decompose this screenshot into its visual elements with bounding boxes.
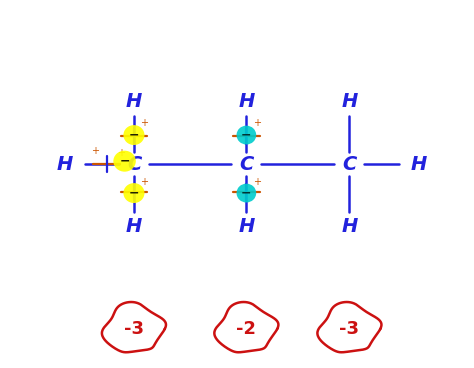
Text: H: H [126,217,142,236]
Text: +: + [91,146,99,156]
Text: H: H [341,92,357,111]
Text: C: C [239,155,254,174]
Text: -3: -3 [124,320,144,338]
Ellipse shape [113,151,136,172]
Text: -2: -2 [237,320,256,338]
Text: −: − [129,187,139,199]
Text: H: H [126,92,142,111]
Ellipse shape [123,125,145,145]
Text: −: − [241,187,252,199]
Text: H: H [238,92,255,111]
Text: −: − [241,128,252,142]
Text: -3: -3 [339,320,359,338]
Text: H: H [341,217,357,236]
Text: H: H [410,155,427,174]
Text: −: − [129,128,139,142]
Text: C: C [127,155,141,174]
Text: +: + [117,148,125,158]
Text: H: H [57,155,73,174]
Ellipse shape [237,184,256,202]
Ellipse shape [123,183,145,203]
Text: H: H [238,217,255,236]
Text: C: C [342,155,356,174]
Text: +: + [140,118,148,128]
Text: +: + [140,177,148,187]
Ellipse shape [237,125,256,145]
Text: +: + [253,118,261,128]
Text: −: − [119,155,130,168]
Text: +: + [253,177,261,187]
